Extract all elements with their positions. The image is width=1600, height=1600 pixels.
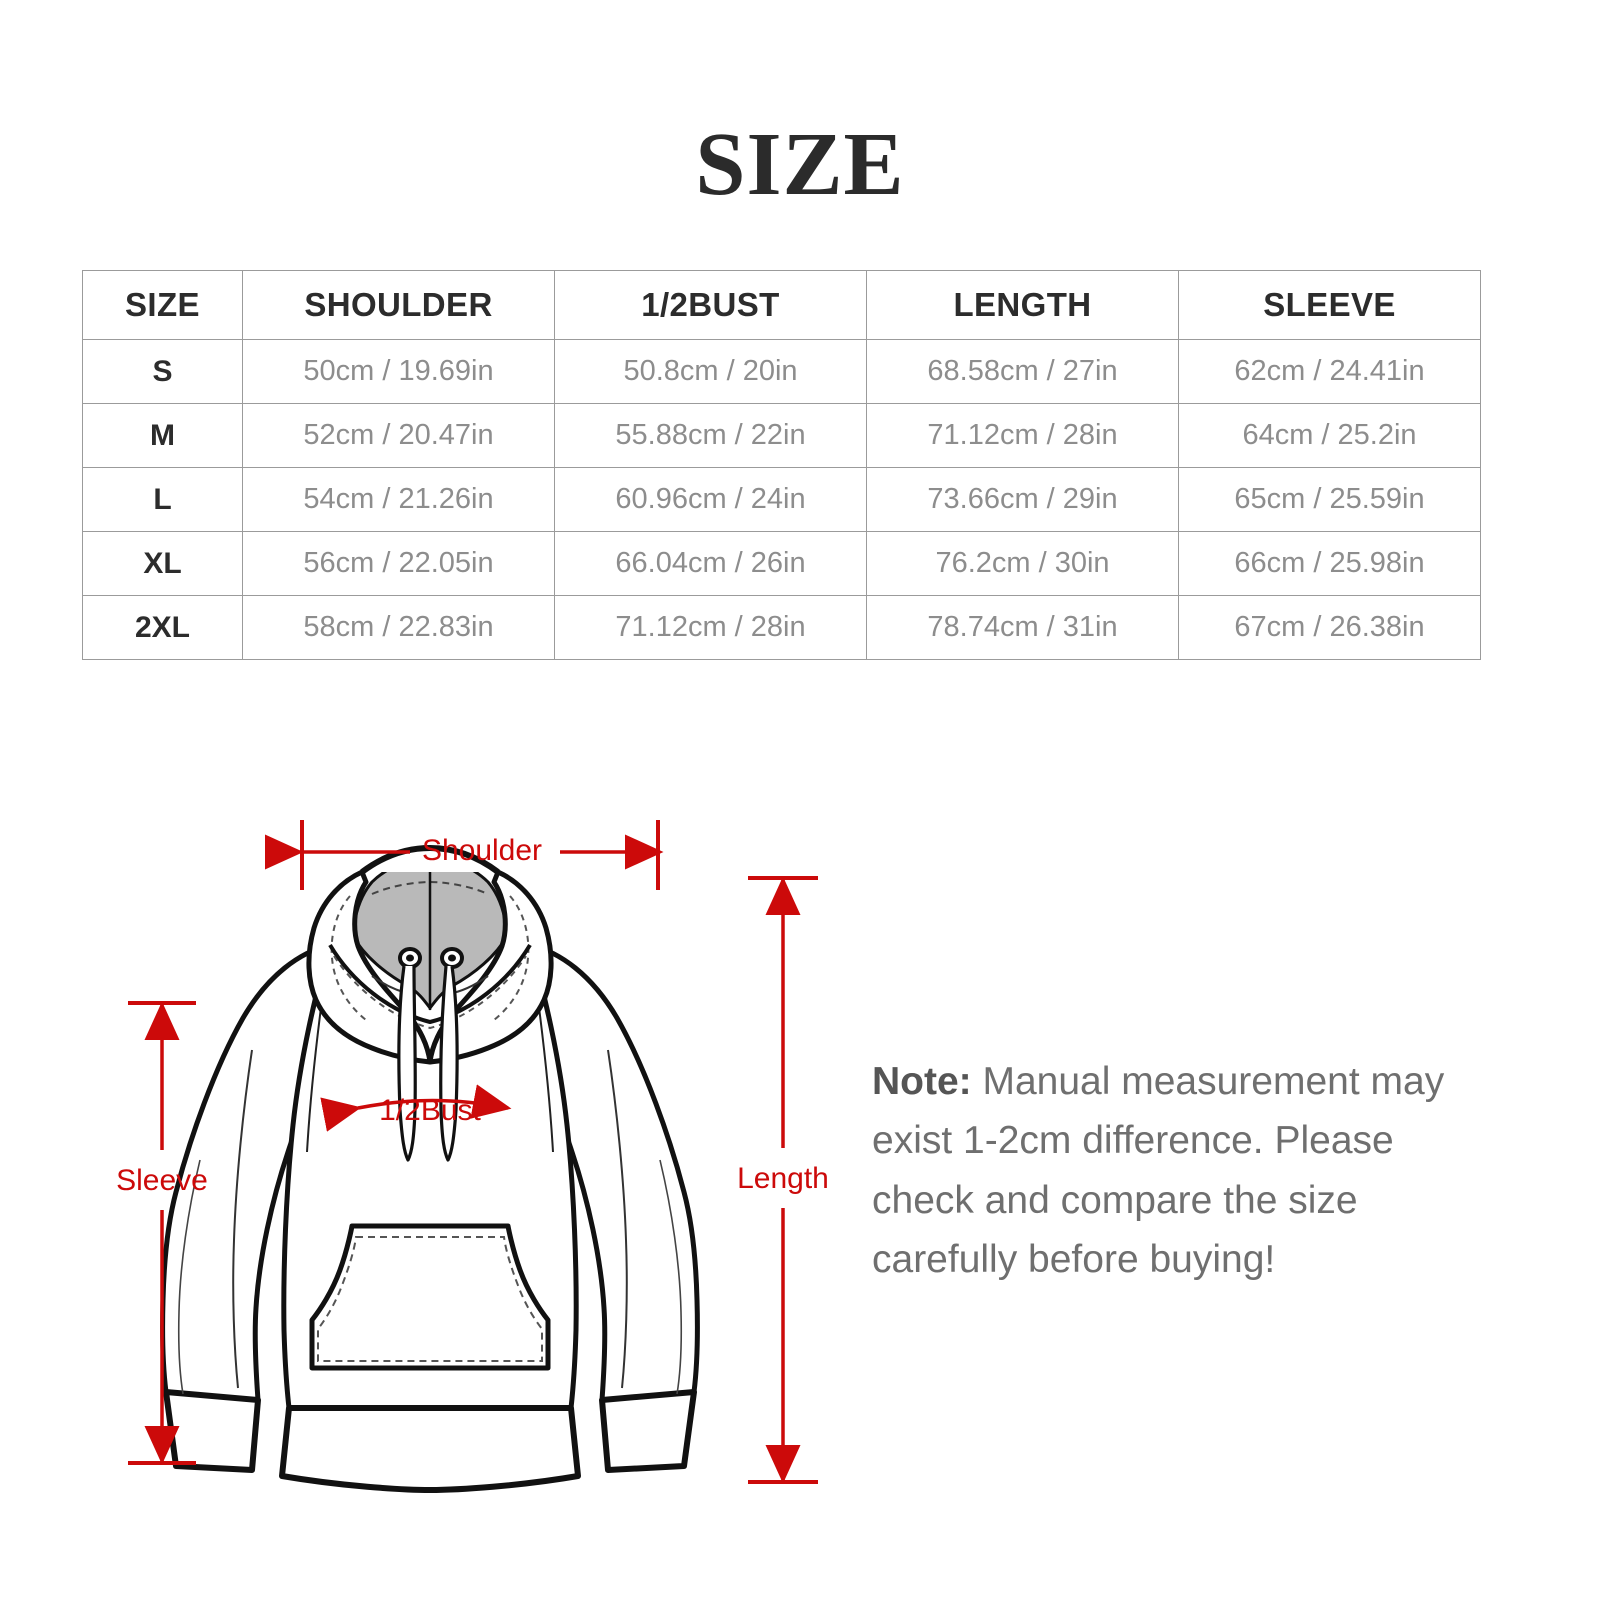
cell-shoulder: 50cm / 19.69in [242, 339, 555, 404]
note-text: Manual measurement may exist 1-2cm diffe… [872, 1060, 1445, 1281]
cell-size: S [82, 339, 243, 404]
cell-bust: 71.12cm / 28in [554, 595, 867, 660]
bust-label: 1/2Bust [379, 1094, 481, 1127]
table-row: XL 56cm / 22.05in 66.04cm / 26in 76.2cm … [82, 531, 1481, 596]
cell-length: 71.12cm / 28in [866, 403, 1179, 468]
cell-size: XL [82, 531, 243, 596]
hoodie-measurement-diagram: Shoulder 1/2Bust Sleeve Length [0, 760, 860, 1520]
table-row: S 50cm / 19.69in 50.8cm / 20in 68.58cm /… [82, 339, 1481, 404]
cell-sleeve: 65cm / 25.59in [1178, 467, 1481, 532]
page-title: SIZE [695, 115, 905, 214]
note-label: Note: [872, 1060, 972, 1103]
table-header-row: SIZE SHOULDER 1/2BUST LENGTH SLEEVE [82, 270, 1481, 340]
length-measure-annotation: Length [737, 876, 829, 1484]
cell-bust: 55.88cm / 22in [554, 403, 867, 468]
cell-size: 2XL [82, 595, 243, 660]
table-row: M 52cm / 20.47in 55.88cm / 22in 71.12cm … [82, 403, 1481, 468]
cell-shoulder: 54cm / 21.26in [242, 467, 555, 532]
cell-bust: 50.8cm / 20in [554, 339, 867, 404]
cell-length: 76.2cm / 30in [866, 531, 1179, 596]
cell-shoulder: 58cm / 22.83in [242, 595, 555, 660]
cell-size: L [82, 467, 243, 532]
table-row: L 54cm / 21.26in 60.96cm / 24in 73.66cm … [82, 467, 1481, 532]
note-block: Note: Manual measurement may exist 1-2cm… [872, 1052, 1492, 1289]
cell-sleeve: 66cm / 25.98in [1178, 531, 1481, 596]
cell-shoulder: 56cm / 22.05in [242, 531, 555, 596]
cell-length: 73.66cm / 29in [866, 467, 1179, 532]
cell-sleeve: 64cm / 25.2in [1178, 403, 1481, 468]
cell-length: 78.74cm / 31in [866, 595, 1179, 660]
bust-measure-annotation: 1/2Bust [320, 1084, 512, 1132]
shoulder-measure-annotation: Shoulder [265, 820, 664, 890]
column-header-shoulder: SHOULDER [242, 270, 555, 340]
cell-sleeve: 62cm / 24.41in [1178, 339, 1481, 404]
table-row: 2XL 58cm / 22.83in 71.12cm / 28in 78.74c… [82, 595, 1481, 660]
cell-bust: 66.04cm / 26in [554, 531, 867, 596]
cell-shoulder: 52cm / 20.47in [242, 403, 555, 468]
length-label: Length [737, 1162, 829, 1195]
sleeve-measure-annotation: Sleeve [116, 1001, 208, 1465]
cell-sleeve: 67cm / 26.38in [1178, 595, 1481, 660]
drawstring-eyelets [398, 947, 464, 969]
cell-size: M [82, 403, 243, 468]
column-header-sleeve: SLEEVE [1178, 270, 1481, 340]
shoulder-label: Shoulder [422, 834, 542, 867]
size-table-container: SIZE SHOULDER 1/2BUST LENGTH SLEEVE S 50… [82, 270, 1481, 660]
cell-bust: 60.96cm / 24in [554, 467, 867, 532]
column-header-bust: 1/2BUST [554, 270, 867, 340]
size-table: SIZE SHOULDER 1/2BUST LENGTH SLEEVE S 50… [82, 270, 1481, 660]
sleeve-label: Sleeve [116, 1164, 208, 1197]
cell-length: 68.58cm / 27in [866, 339, 1179, 404]
column-header-size: SIZE [82, 270, 243, 340]
column-header-length: LENGTH [866, 270, 1179, 340]
hoodie-illustration [160, 845, 700, 1493]
